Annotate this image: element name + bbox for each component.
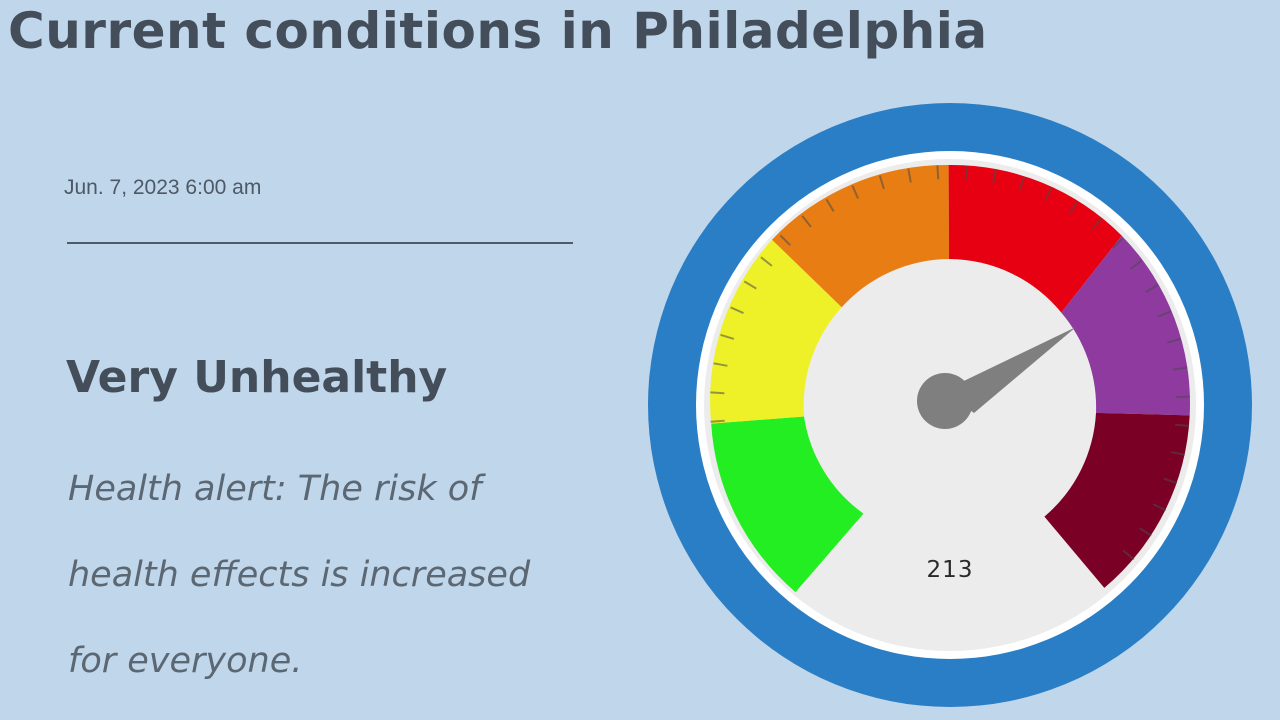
gauge-tick	[710, 419, 725, 423]
gauge-needle	[943, 327, 1076, 413]
gauge-segment-moderate	[710, 239, 842, 424]
gauge-tick	[1163, 477, 1178, 485]
gauge-needle-hub	[917, 373, 973, 429]
gauge-tick	[825, 198, 835, 212]
gauge-tick	[713, 362, 728, 367]
gauge-tick	[851, 185, 860, 199]
gauge-tick	[1044, 187, 1053, 201]
gauge-tick	[1018, 176, 1026, 191]
aqi-value: 213	[927, 557, 974, 583]
aqi-gauge: 213	[648, 103, 1252, 707]
gauge-tick	[801, 215, 812, 228]
gauge-segment-good	[711, 416, 864, 593]
gauge-tick	[730, 306, 744, 315]
gauge-tick	[760, 256, 773, 267]
air-quality-level: Very Unhealthy	[66, 352, 448, 403]
gauge-tick	[1152, 503, 1167, 512]
gauge-tick	[964, 165, 968, 180]
gauge-tick	[710, 391, 725, 395]
gauge-tick	[1111, 237, 1124, 249]
gauge-tick	[1122, 549, 1135, 561]
gauge-tick	[992, 169, 997, 184]
gauge-tick	[1173, 366, 1188, 371]
gauge-segment-unhealthy	[948, 164, 1122, 313]
divider	[67, 242, 573, 244]
gauge-tick	[779, 234, 791, 246]
gauge-tick	[720, 333, 735, 340]
gauge-tick	[907, 168, 912, 183]
page-title: Current conditions in Philadelphia	[8, 2, 988, 60]
timestamp: Jun. 7, 2023 6:00 am	[64, 176, 262, 199]
gauge-tick	[1129, 259, 1143, 270]
gauge-tick	[1157, 310, 1172, 318]
gauge-segment-unhealthy-sensitive	[772, 164, 949, 308]
gauge-tick	[1175, 423, 1190, 427]
gauge-tick	[1091, 217, 1102, 231]
gauge-tick	[1145, 284, 1159, 293]
gauge-segment-very-unhealthy	[1061, 235, 1191, 416]
gauge-tick-marks	[710, 165, 1190, 561]
health-alert-message: Health alert: The risk of health effects…	[68, 469, 531, 681]
gauge-tick	[1068, 200, 1079, 214]
gauge-tick	[1166, 337, 1181, 344]
gauge-tick	[1170, 451, 1186, 456]
gauge-tick	[936, 165, 940, 180]
gauge-tick	[743, 280, 757, 290]
gauge-tick	[878, 175, 885, 190]
gauge-tick	[1138, 527, 1152, 537]
gauge-segment-hazardous	[1044, 412, 1190, 588]
gauge-tick	[1175, 395, 1190, 399]
